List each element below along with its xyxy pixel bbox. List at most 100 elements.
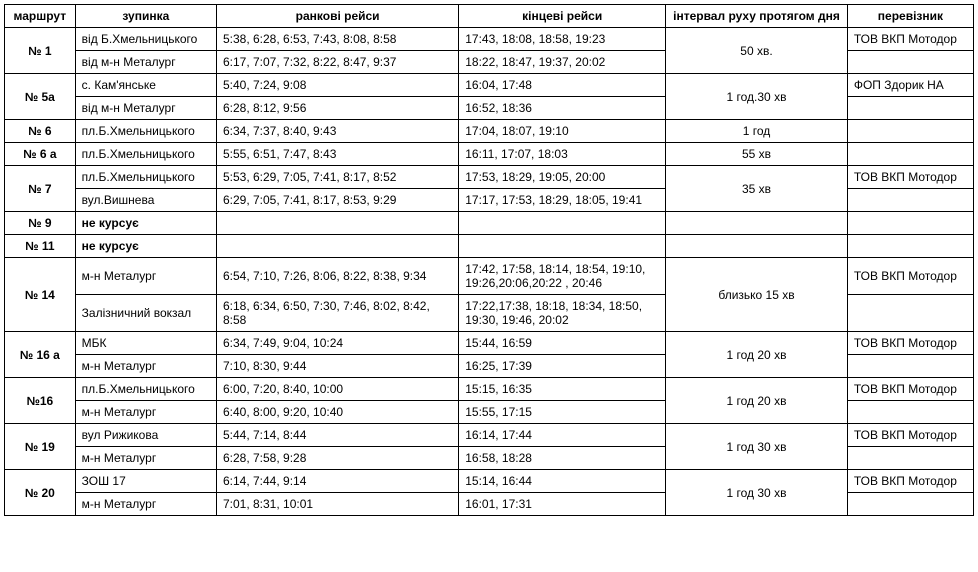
table-row: № 14м-н Металург6:54, 7:10, 7:26, 8:06, … [5, 258, 974, 295]
cell-morning: 6:34, 7:49, 9:04, 10:24 [216, 332, 458, 355]
cell-carrier: ТОВ ВКП Мотодор [847, 258, 973, 295]
cell-final: 17:43, 18:08, 18:58, 19:23 [459, 28, 666, 51]
table-row: № 9не курсує [5, 212, 974, 235]
cell-carrier [847, 212, 973, 235]
cell-carrier [847, 189, 973, 212]
cell-route: № 20 [5, 470, 76, 516]
cell-final: 16:25, 17:39 [459, 355, 666, 378]
table-row: № 19вул Рижикова5:44, 7:14, 8:4416:14, 1… [5, 424, 974, 447]
header-carrier: перевізник [847, 5, 973, 28]
cell-stop: від м-н Металург [75, 97, 216, 120]
schedule-table: маршрут зупинка ранкові рейси кінцеві ре… [4, 4, 974, 516]
cell-carrier [847, 295, 973, 332]
table-row: № 6пл.Б.Хмельницького6:34, 7:37, 8:40, 9… [5, 120, 974, 143]
cell-interval [666, 235, 848, 258]
cell-final: 17:42, 17:58, 18:14, 18:54, 19:10, 19:26… [459, 258, 666, 295]
cell-final: 16:52, 18:36 [459, 97, 666, 120]
cell-carrier: ТОВ ВКП Мотодор [847, 332, 973, 355]
cell-final: 17:53, 18:29, 19:05, 20:00 [459, 166, 666, 189]
cell-stop: м-н Металург [75, 355, 216, 378]
cell-morning: 6:18, 6:34, 6:50, 7:30, 7:46, 8:02, 8:42… [216, 295, 458, 332]
cell-stop: пл.Б.Хмельницького [75, 166, 216, 189]
cell-route: № 14 [5, 258, 76, 332]
cell-final: 16:01, 17:31 [459, 493, 666, 516]
cell-interval: 35 хв [666, 166, 848, 212]
header-row: маршрут зупинка ранкові рейси кінцеві ре… [5, 5, 974, 28]
cell-route: № 19 [5, 424, 76, 470]
cell-final: 15:14, 16:44 [459, 470, 666, 493]
cell-final: 17:04, 18:07, 19:10 [459, 120, 666, 143]
cell-final: 16:58, 18:28 [459, 447, 666, 470]
table-row: № 11не курсує [5, 235, 974, 258]
cell-route: № 5а [5, 74, 76, 120]
cell-carrier [847, 51, 973, 74]
header-route: маршрут [5, 5, 76, 28]
cell-carrier: ТОВ ВКП Мотодор [847, 28, 973, 51]
cell-morning: 5:40, 7:24, 9:08 [216, 74, 458, 97]
cell-final: 16:14, 17:44 [459, 424, 666, 447]
cell-route: № 6 [5, 120, 76, 143]
cell-route: № 16 а [5, 332, 76, 378]
cell-stop: ЗОШ 17 [75, 470, 216, 493]
cell-stop: Залізничний вокзал [75, 295, 216, 332]
table-row: № 7пл.Б.Хмельницького5:53, 6:29, 7:05, 7… [5, 166, 974, 189]
cell-route: № 6 а [5, 143, 76, 166]
cell-route: № 11 [5, 235, 76, 258]
cell-morning [216, 212, 458, 235]
cell-final: 16:11, 17:07, 18:03 [459, 143, 666, 166]
cell-interval: 1 год 30 хв [666, 470, 848, 516]
cell-interval: 55 хв [666, 143, 848, 166]
cell-route: № 9 [5, 212, 76, 235]
cell-stop: не курсує [75, 212, 216, 235]
cell-carrier [847, 493, 973, 516]
cell-stop: с. Кам'янське [75, 74, 216, 97]
cell-carrier: ТОВ ВКП Мотодор [847, 378, 973, 401]
cell-carrier: ТОВ ВКП Мотодор [847, 470, 973, 493]
cell-final [459, 235, 666, 258]
cell-route: №16 [5, 378, 76, 424]
cell-morning: 6:40, 8:00, 9:20, 10:40 [216, 401, 458, 424]
cell-stop: вул Рижикова [75, 424, 216, 447]
cell-carrier [847, 97, 973, 120]
cell-final: 17:17, 17:53, 18:29, 18:05, 19:41 [459, 189, 666, 212]
cell-stop: не курсує [75, 235, 216, 258]
cell-stop: від м-н Металург [75, 51, 216, 74]
cell-carrier [847, 401, 973, 424]
cell-interval: 1 год.30 хв [666, 74, 848, 120]
cell-morning: 6:34, 7:37, 8:40, 9:43 [216, 120, 458, 143]
cell-interval: 1 год 30 хв [666, 424, 848, 470]
cell-final: 15:44, 16:59 [459, 332, 666, 355]
cell-route: № 1 [5, 28, 76, 74]
cell-morning: 6:28, 7:58, 9:28 [216, 447, 458, 470]
table-row: № 16 аМБК6:34, 7:49, 9:04, 10:2415:44, 1… [5, 332, 974, 355]
table-row: № 5ас. Кам'янське5:40, 7:24, 9:0816:04, … [5, 74, 974, 97]
table-row: № 20ЗОШ 176:14, 7:44, 9:1415:14, 16:441 … [5, 470, 974, 493]
cell-carrier: ТОВ ВКП Мотодор [847, 424, 973, 447]
cell-carrier: ФОП Здорик НА [847, 74, 973, 97]
cell-stop: пл.Б.Хмельницького [75, 120, 216, 143]
header-stop: зупинка [75, 5, 216, 28]
table-row: №16пл.Б.Хмельницького6:00, 7:20, 8:40, 1… [5, 378, 974, 401]
cell-morning: 6:54, 7:10, 7:26, 8:06, 8:22, 8:38, 9:34 [216, 258, 458, 295]
cell-final: 15:55, 17:15 [459, 401, 666, 424]
cell-morning: 6:29, 7:05, 7:41, 8:17, 8:53, 9:29 [216, 189, 458, 212]
cell-final: 17:22,17:38, 18:18, 18:34, 18:50, 19:30,… [459, 295, 666, 332]
cell-morning [216, 235, 458, 258]
cell-morning: 7:10, 8:30, 9:44 [216, 355, 458, 378]
cell-morning: 5:53, 6:29, 7:05, 7:41, 8:17, 8:52 [216, 166, 458, 189]
cell-morning: 5:55, 6:51, 7:47, 8:43 [216, 143, 458, 166]
table-row: № 6 апл.Б.Хмельницького5:55, 6:51, 7:47,… [5, 143, 974, 166]
cell-interval: 1 год 20 хв [666, 332, 848, 378]
header-interval: інтервал руху протягом дня [666, 5, 848, 28]
cell-carrier [847, 447, 973, 470]
header-final: кінцеві рейси [459, 5, 666, 28]
cell-final: 15:15, 16:35 [459, 378, 666, 401]
cell-stop: пл.Б.Хмельницького [75, 143, 216, 166]
cell-morning: 5:38, 6:28, 6:53, 7:43, 8:08, 8:58 [216, 28, 458, 51]
cell-stop: м-н Металург [75, 258, 216, 295]
cell-stop: м-н Металург [75, 493, 216, 516]
cell-morning: 6:00, 7:20, 8:40, 10:00 [216, 378, 458, 401]
header-morning: ранкові рейси [216, 5, 458, 28]
cell-stop: м-н Металург [75, 447, 216, 470]
cell-final [459, 212, 666, 235]
